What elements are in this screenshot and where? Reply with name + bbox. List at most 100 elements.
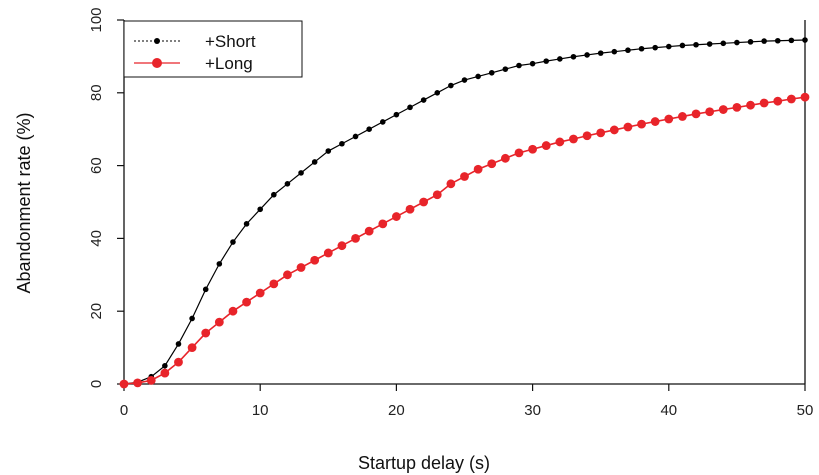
- x-tick-label-1: 10: [252, 402, 269, 419]
- point-long-33: [569, 134, 578, 144]
- point-short-7: [216, 261, 223, 267]
- point-long-37: [623, 122, 633, 132]
- point-long-35: [596, 128, 606, 138]
- point-long-22: [419, 197, 429, 207]
- point-short-41: [679, 42, 686, 49]
- point-long-13: [296, 263, 306, 272]
- point-long-15: [323, 248, 333, 258]
- x-tick-label-3: 30: [524, 402, 541, 419]
- y-tick-label-0: 0: [88, 380, 105, 388]
- point-long-12: [283, 270, 292, 280]
- point-long-2: [146, 375, 156, 385]
- x-tick-label-0: 0: [120, 402, 128, 419]
- point-long-19: [378, 219, 388, 229]
- point-long-20: [392, 212, 401, 221]
- point-long-26: [473, 164, 483, 174]
- point-long-48: [773, 96, 783, 106]
- point-long-18: [364, 226, 374, 236]
- x-tick-label-5: 50: [797, 402, 814, 419]
- point-short-20: [393, 111, 400, 118]
- point-short-30: [529, 60, 536, 67]
- y-axis: 0 20 40 60 80 100: [88, 7, 124, 388]
- series-line-short: [123, 39, 806, 385]
- point-short-35: [597, 50, 604, 56]
- point-long-36: [609, 125, 619, 135]
- y-axis-title: Abandonment rate (%): [14, 112, 34, 293]
- point-long-14: [310, 255, 320, 265]
- point-short-3: [162, 363, 168, 369]
- point-short-44: [720, 40, 727, 47]
- series-line-long: [123, 96, 806, 385]
- legend-box: [123, 20, 303, 78]
- point-long-32: [555, 137, 565, 147]
- point-long-4: [174, 357, 183, 367]
- y-tick-label-1: 20: [88, 303, 105, 320]
- point-long-39: [650, 117, 660, 126]
- point-short-23: [434, 90, 441, 96]
- x-tick-label-4: 40: [660, 402, 677, 419]
- legend-long-label: +Long: [205, 54, 253, 73]
- point-long-43: [705, 107, 715, 117]
- point-short-28: [502, 66, 509, 72]
- point-short-24: [448, 82, 454, 89]
- point-short-33: [570, 53, 577, 60]
- point-long-29: [514, 148, 524, 158]
- point-long-25: [460, 172, 469, 181]
- point-long-31: [541, 141, 551, 150]
- point-long-45: [732, 102, 742, 112]
- x-axis: 0 10 20 30 40 50: [120, 384, 814, 419]
- point-short-27: [488, 69, 495, 76]
- point-long-23: [432, 190, 442, 200]
- point-short-21: [407, 104, 413, 111]
- point-short-50: [802, 37, 808, 43]
- point-long-28: [500, 153, 510, 163]
- point-long-11: [269, 279, 279, 289]
- legend-short-label: +Short: [205, 32, 256, 51]
- point-short-32: [557, 56, 563, 62]
- point-short-13: [298, 170, 304, 176]
- point-long-3: [160, 368, 170, 378]
- point-short-46: [747, 39, 754, 45]
- point-short-31: [543, 58, 550, 64]
- point-short-14: [311, 159, 318, 165]
- point-short-17: [352, 133, 359, 140]
- point-short-47: [761, 38, 767, 44]
- point-short-12: [284, 181, 291, 187]
- point-long-30: [528, 144, 537, 154]
- point-long-42: [691, 109, 701, 119]
- point-long-7: [214, 317, 224, 327]
- point-short-15: [325, 148, 332, 154]
- plot-frame: [123, 20, 806, 385]
- point-long-0: [119, 379, 129, 389]
- point-short-45: [734, 39, 740, 46]
- point-short-39: [652, 44, 658, 51]
- point-short-26: [475, 73, 481, 80]
- point-short-11: [271, 191, 277, 198]
- point-long-34: [582, 131, 592, 141]
- point-short-22: [420, 97, 427, 103]
- point-short-40: [666, 43, 672, 50]
- point-long-46: [746, 100, 755, 110]
- point-short-29: [516, 62, 522, 69]
- y-tick-label-3: 60: [88, 157, 105, 174]
- point-short-9: [243, 221, 250, 227]
- x-tick-label-2: 20: [388, 402, 405, 419]
- point-long-10: [255, 288, 265, 298]
- point-long-50: [800, 92, 810, 102]
- y-tick-label-2: 40: [88, 230, 105, 247]
- point-long-49: [786, 94, 796, 104]
- point-long-17: [351, 234, 360, 243]
- point-short-37: [625, 47, 631, 54]
- point-long-24: [446, 179, 456, 189]
- point-long-6: [201, 328, 211, 338]
- point-short-16: [339, 140, 345, 147]
- legend-long-marker: [152, 58, 162, 68]
- point-short-4: [175, 341, 182, 347]
- point-long-9: [242, 297, 251, 307]
- series-layer: [119, 37, 810, 389]
- point-long-5: [187, 343, 197, 352]
- point-long-8: [228, 306, 238, 316]
- point-long-21: [405, 204, 415, 214]
- point-short-5: [189, 315, 195, 322]
